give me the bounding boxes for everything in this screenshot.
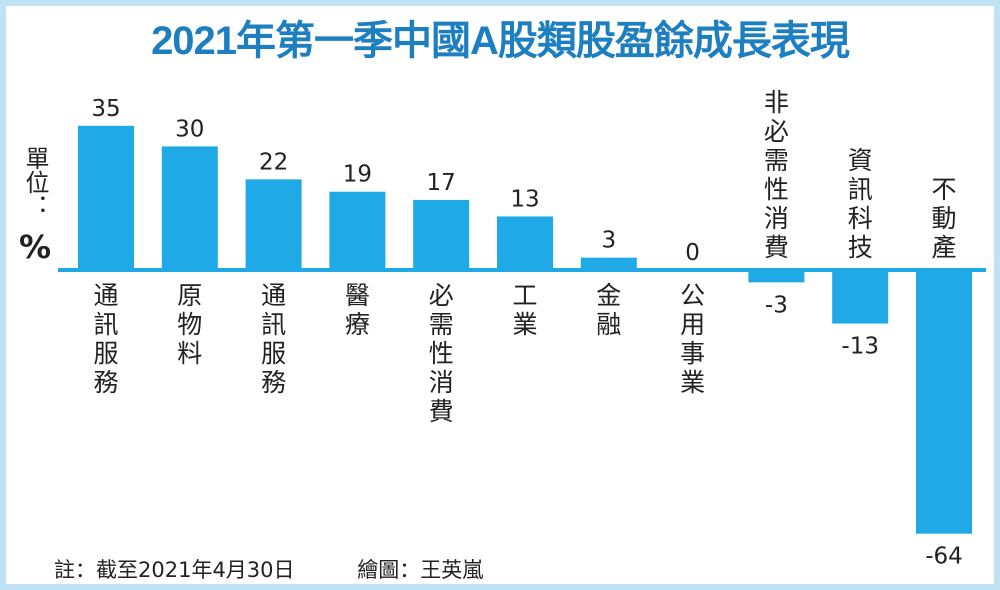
bar-8 bbox=[748, 270, 805, 283]
bar-5 bbox=[497, 216, 553, 270]
bar-3 bbox=[329, 191, 386, 270]
bar-6 bbox=[580, 257, 637, 270]
category-label-7: 公用事業 bbox=[680, 281, 705, 397]
labels-layer: 35 通訊服務 30 原物料 22 通訊服務 19 醫療 17 必需性消費 13 工業 3 金融 0 公用事業… bbox=[91, 88, 962, 570]
bar-2 bbox=[245, 179, 302, 270]
chart-title: 2021年第一季中國A股類股盈餘成長表現 bbox=[151, 19, 850, 63]
value-label-3: 19 bbox=[343, 162, 372, 188]
category-label-10: 不動產 bbox=[931, 175, 956, 262]
category-label-4: 必需性消費 bbox=[429, 281, 454, 426]
value-label-4: 17 bbox=[427, 170, 456, 196]
category-label-6: 金融 bbox=[596, 281, 621, 339]
category-label-9: 資訊科技 bbox=[848, 146, 873, 262]
category-label-8: 非必需性消費 bbox=[764, 88, 789, 262]
unit-label: 單位： % bbox=[18, 146, 52, 266]
category-label-0: 通訊服務 bbox=[93, 281, 118, 397]
bar-1 bbox=[161, 146, 218, 270]
value-label-5: 13 bbox=[510, 186, 539, 212]
credit-text: 繪圖：王英嵐 bbox=[357, 558, 484, 582]
value-label-1: 30 bbox=[175, 116, 204, 142]
bar-9 bbox=[832, 270, 889, 324]
unit-text: 單位： bbox=[21, 146, 49, 218]
value-label-8: -3 bbox=[765, 292, 788, 318]
category-label-3: 醫療 bbox=[345, 281, 370, 339]
value-label-2: 22 bbox=[259, 149, 288, 175]
bar-0 bbox=[78, 125, 134, 270]
value-label-6: 3 bbox=[601, 228, 616, 254]
footnote: 註：截至2021年4月30日 bbox=[54, 558, 295, 582]
bar-4 bbox=[413, 199, 470, 270]
category-label-1: 原物料 bbox=[177, 281, 202, 368]
unit-symbol: % bbox=[18, 228, 52, 266]
category-label-2: 通訊服務 bbox=[261, 281, 286, 397]
value-label-9: -13 bbox=[841, 334, 879, 360]
value-label-10: -64 bbox=[925, 544, 963, 570]
bar-10 bbox=[916, 270, 972, 534]
bars-layer bbox=[78, 125, 972, 534]
chart-panel: 2021年第一季中國A股類股盈餘成長表現 單位： % 35 通訊服務 30 原物料 22… bbox=[6, 6, 994, 584]
category-label-5: 工業 bbox=[512, 281, 537, 339]
footer: 註：截至2021年4月30日 繪圖：王英嵐 bbox=[54, 554, 539, 584]
value-label-0: 35 bbox=[91, 96, 120, 122]
bar-chart: 35 通訊服務 30 原物料 22 通訊服務 19 醫療 17 必需性消費 13 工業 3 金融 0 公用事業… bbox=[58, 88, 986, 570]
value-label-7: 0 bbox=[685, 240, 700, 266]
